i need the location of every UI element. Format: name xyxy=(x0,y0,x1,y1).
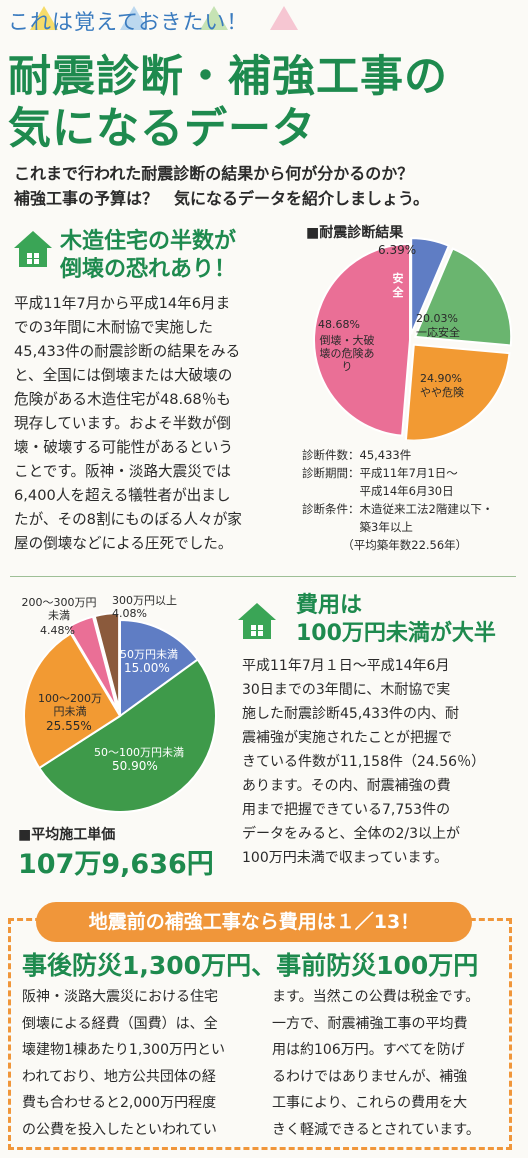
section3-right-line: きく軽減できるとされています。 xyxy=(272,1121,480,1138)
decor-triangle-green xyxy=(200,6,228,30)
diagnosis-info-line: 診断期間：平成11年7月1日～ xyxy=(302,466,458,480)
cost-label: ■平均施工単価 xyxy=(18,827,116,843)
divider xyxy=(10,576,516,577)
section1-body-line: 危険がある木造住宅が48.68％も xyxy=(14,391,231,408)
section2-heading-line1: 費用は xyxy=(296,593,363,618)
section1-body-line: と、全国には倒壊または大破壊の xyxy=(14,367,233,384)
section1-body-line: での3年間に木耐協で実施した xyxy=(14,319,214,336)
pie2-label-100-200-value: 25.55% xyxy=(46,719,92,733)
diagnosis-label: ■耐震診断結果 xyxy=(306,225,404,241)
pie2-label-200-300-value: 4.48% xyxy=(40,624,75,637)
section3-left-line: 倒壊による経費（国費）は、全 xyxy=(22,1015,218,1032)
section1-body-line: たが、その8割にものぼる人々が家 xyxy=(14,511,242,528)
pie1-label-fairly-safe: 一応安全 xyxy=(416,326,460,339)
decor-triangle-blue xyxy=(120,6,148,30)
section2-body-line: 30日までの3年間に、木耐協で実 xyxy=(242,682,451,698)
pie2-slice-300plus xyxy=(93,612,121,710)
pie2-label-300plus-value: 4.08% xyxy=(112,607,147,620)
section3-right-line: ます。当然この公費は税金です。 xyxy=(272,989,480,1005)
pie2-label-50-100: 50～100万円未満 xyxy=(94,746,184,759)
house-icon xyxy=(238,603,276,639)
section1-heading-line1: 木造住宅の半数が xyxy=(60,229,237,254)
pie1-slice-safe xyxy=(410,237,451,335)
section3-right-line: るわけではありませんが、補強 xyxy=(272,1068,468,1085)
section2-body-line: 用まで把握できている7,753件の xyxy=(242,802,451,818)
section3-banner: 地震前の補強工事なら費用は１／13！ xyxy=(36,902,472,942)
diagnosis-info-line: 築3年以上 xyxy=(302,520,413,534)
pie1-slice-slightly-dangerous xyxy=(404,343,511,440)
pie2-label-200-300: 200～300万円未満 xyxy=(21,596,97,622)
page-title-line2: 気になるデータ xyxy=(8,104,316,154)
diagnosis-info-line: 平成14年6月30日 xyxy=(302,484,454,498)
section3-left-line: の公費を投入したといわれてい xyxy=(22,1121,217,1138)
diagnosis-info-line: 診断条件：木造従来工法2階建以下・ xyxy=(302,502,494,516)
page-title-line1: 耐震診断・補強工事の xyxy=(8,52,448,102)
diagnosis-pie-chart xyxy=(313,237,513,440)
pie1-label-danger: 倒壊・大破壊の危険あり xyxy=(319,334,375,373)
section1-body-line: ことです。阪神・淡路大震災では xyxy=(14,463,232,480)
pie2-label-under50: 50万円未満 xyxy=(120,648,178,661)
section3-right-line: 一方で、耐震補強工事の平均費 xyxy=(272,1015,468,1032)
decor-triangle-yellow xyxy=(30,6,58,30)
section1-body-line: 屋の倒壊などによる圧死でした。 xyxy=(14,535,233,552)
section2-body-line: きている件数が11,158件（24.56％） xyxy=(242,754,486,770)
section3-left-line: 壊建物1棟あたり1,300万円とい xyxy=(22,1042,225,1058)
pie1-label-slightly-dangerous: やや危険 xyxy=(420,386,464,399)
lead-line2: 補強工事の予算は？ 気になるデータを紹介しましょう。 xyxy=(14,189,430,208)
section3-headline: 事後防災1,300万円、事前防災100万円 xyxy=(22,951,479,980)
house-icon xyxy=(14,231,52,267)
diagnosis-info-line: （平均築年数22.56年） xyxy=(302,538,468,552)
section3-left-line: 費も合わせると2,000万円程度 xyxy=(22,1095,217,1111)
pie1-label-safe-value: 6.39% xyxy=(378,243,417,257)
section3-right-body: ます。当然この公費は税金です。 一方で、耐震補強工事の平均費 用は約106万円。すべ… xyxy=(272,984,480,1143)
section2-body-line: 100万円未満で収まっています。 xyxy=(242,850,449,866)
pie1-label-safe: 安全 xyxy=(392,272,404,299)
pie1-label-slightly-dangerous-value: 24.90% xyxy=(420,372,462,385)
section1-body-line: 6,400人を超える犠牲者が出まし xyxy=(14,487,231,504)
section2-body-line: 施した耐震診断45,433件の内、耐 xyxy=(242,706,459,722)
section2-body-line: 平成11年7月１日～平成14年6月 xyxy=(242,658,450,674)
pie2-label-300plus: 300万円以上 xyxy=(112,594,177,607)
eyebrow: これは覚えておきたい！ xyxy=(8,10,249,34)
pie2-label-100-200: 100～200万円未満 xyxy=(38,692,102,718)
section3-left-line: われており、地方公共団体の経 xyxy=(22,1068,216,1085)
section3-left-line: 阪神・淡路大震災における住宅 xyxy=(22,989,218,1005)
section1-heading-line2: 倒壊の恐れあり！ xyxy=(60,257,237,282)
cost-value: 107万9,636円 xyxy=(18,849,214,880)
lead-line1: これまで行われた耐震診断の結果から何が分かるのか？ xyxy=(14,164,414,183)
pie2-label-under50-value: 15.00% xyxy=(124,661,170,675)
decor-triangle-pink xyxy=(270,6,298,30)
pie1-slice-danger xyxy=(313,242,411,437)
diagnosis-info-line: 診断件数：45,433件 xyxy=(302,448,412,462)
section2-heading-line2: 100万円未満が大半 xyxy=(296,621,496,646)
pie2-slice-100-200 xyxy=(23,632,122,770)
pie2-label-50-100-value: 50.90% xyxy=(112,759,158,773)
section2-body-line: 震補強が実施されたことが把握で xyxy=(242,730,452,746)
section1-body-line: 壊・破壊する可能性があるという xyxy=(14,439,233,456)
section1-body-line: 現存しています。およそ半数が倒 xyxy=(14,415,232,432)
pie1-slice-fairly-safe xyxy=(413,247,513,347)
section2-body-line: データをみると、全体の2/3以上が xyxy=(242,826,460,842)
pie2-slice-under50 xyxy=(119,618,200,718)
section2-body-line: あります。その内、耐震補強の費 xyxy=(242,778,451,794)
pie2-slice-200-300 xyxy=(66,615,119,711)
pie1-label-danger-value: 48.68% xyxy=(318,318,360,331)
section3-right-line: 工事により、これらの費用を大 xyxy=(272,1095,468,1111)
section3-left-body: 阪神・淡路大震災における住宅 倒壊による経費（国費）は、全 壊建物1棟あたり1,30… xyxy=(22,984,225,1143)
section3-right-line: 用は約106万円。すべてを防げ xyxy=(272,1042,465,1058)
pie2-slice-50-100 xyxy=(37,658,217,813)
section1-body-line: 平成11年7月から平成14年6月ま xyxy=(14,295,231,312)
section2-body: 平成11年7月１日～平成14年6月 30日までの3年間に、木耐協で実 施した耐震診断… xyxy=(242,654,485,870)
diagnosis-info: 診断件数：45,433件診断期間：平成11年7月1日～ 平成14年6月30日診断… xyxy=(302,446,493,554)
section1-body-line: 45,433件の耐震診断の結果をみる xyxy=(14,343,241,360)
pie1-label-fairly-safe-value: 20.03% xyxy=(416,312,458,325)
cost-pie-chart xyxy=(23,612,217,813)
section1-body: 平成11年7月から平成14年6月ま での3年間に木耐協で実施した 45,433件の耐… xyxy=(14,292,242,556)
